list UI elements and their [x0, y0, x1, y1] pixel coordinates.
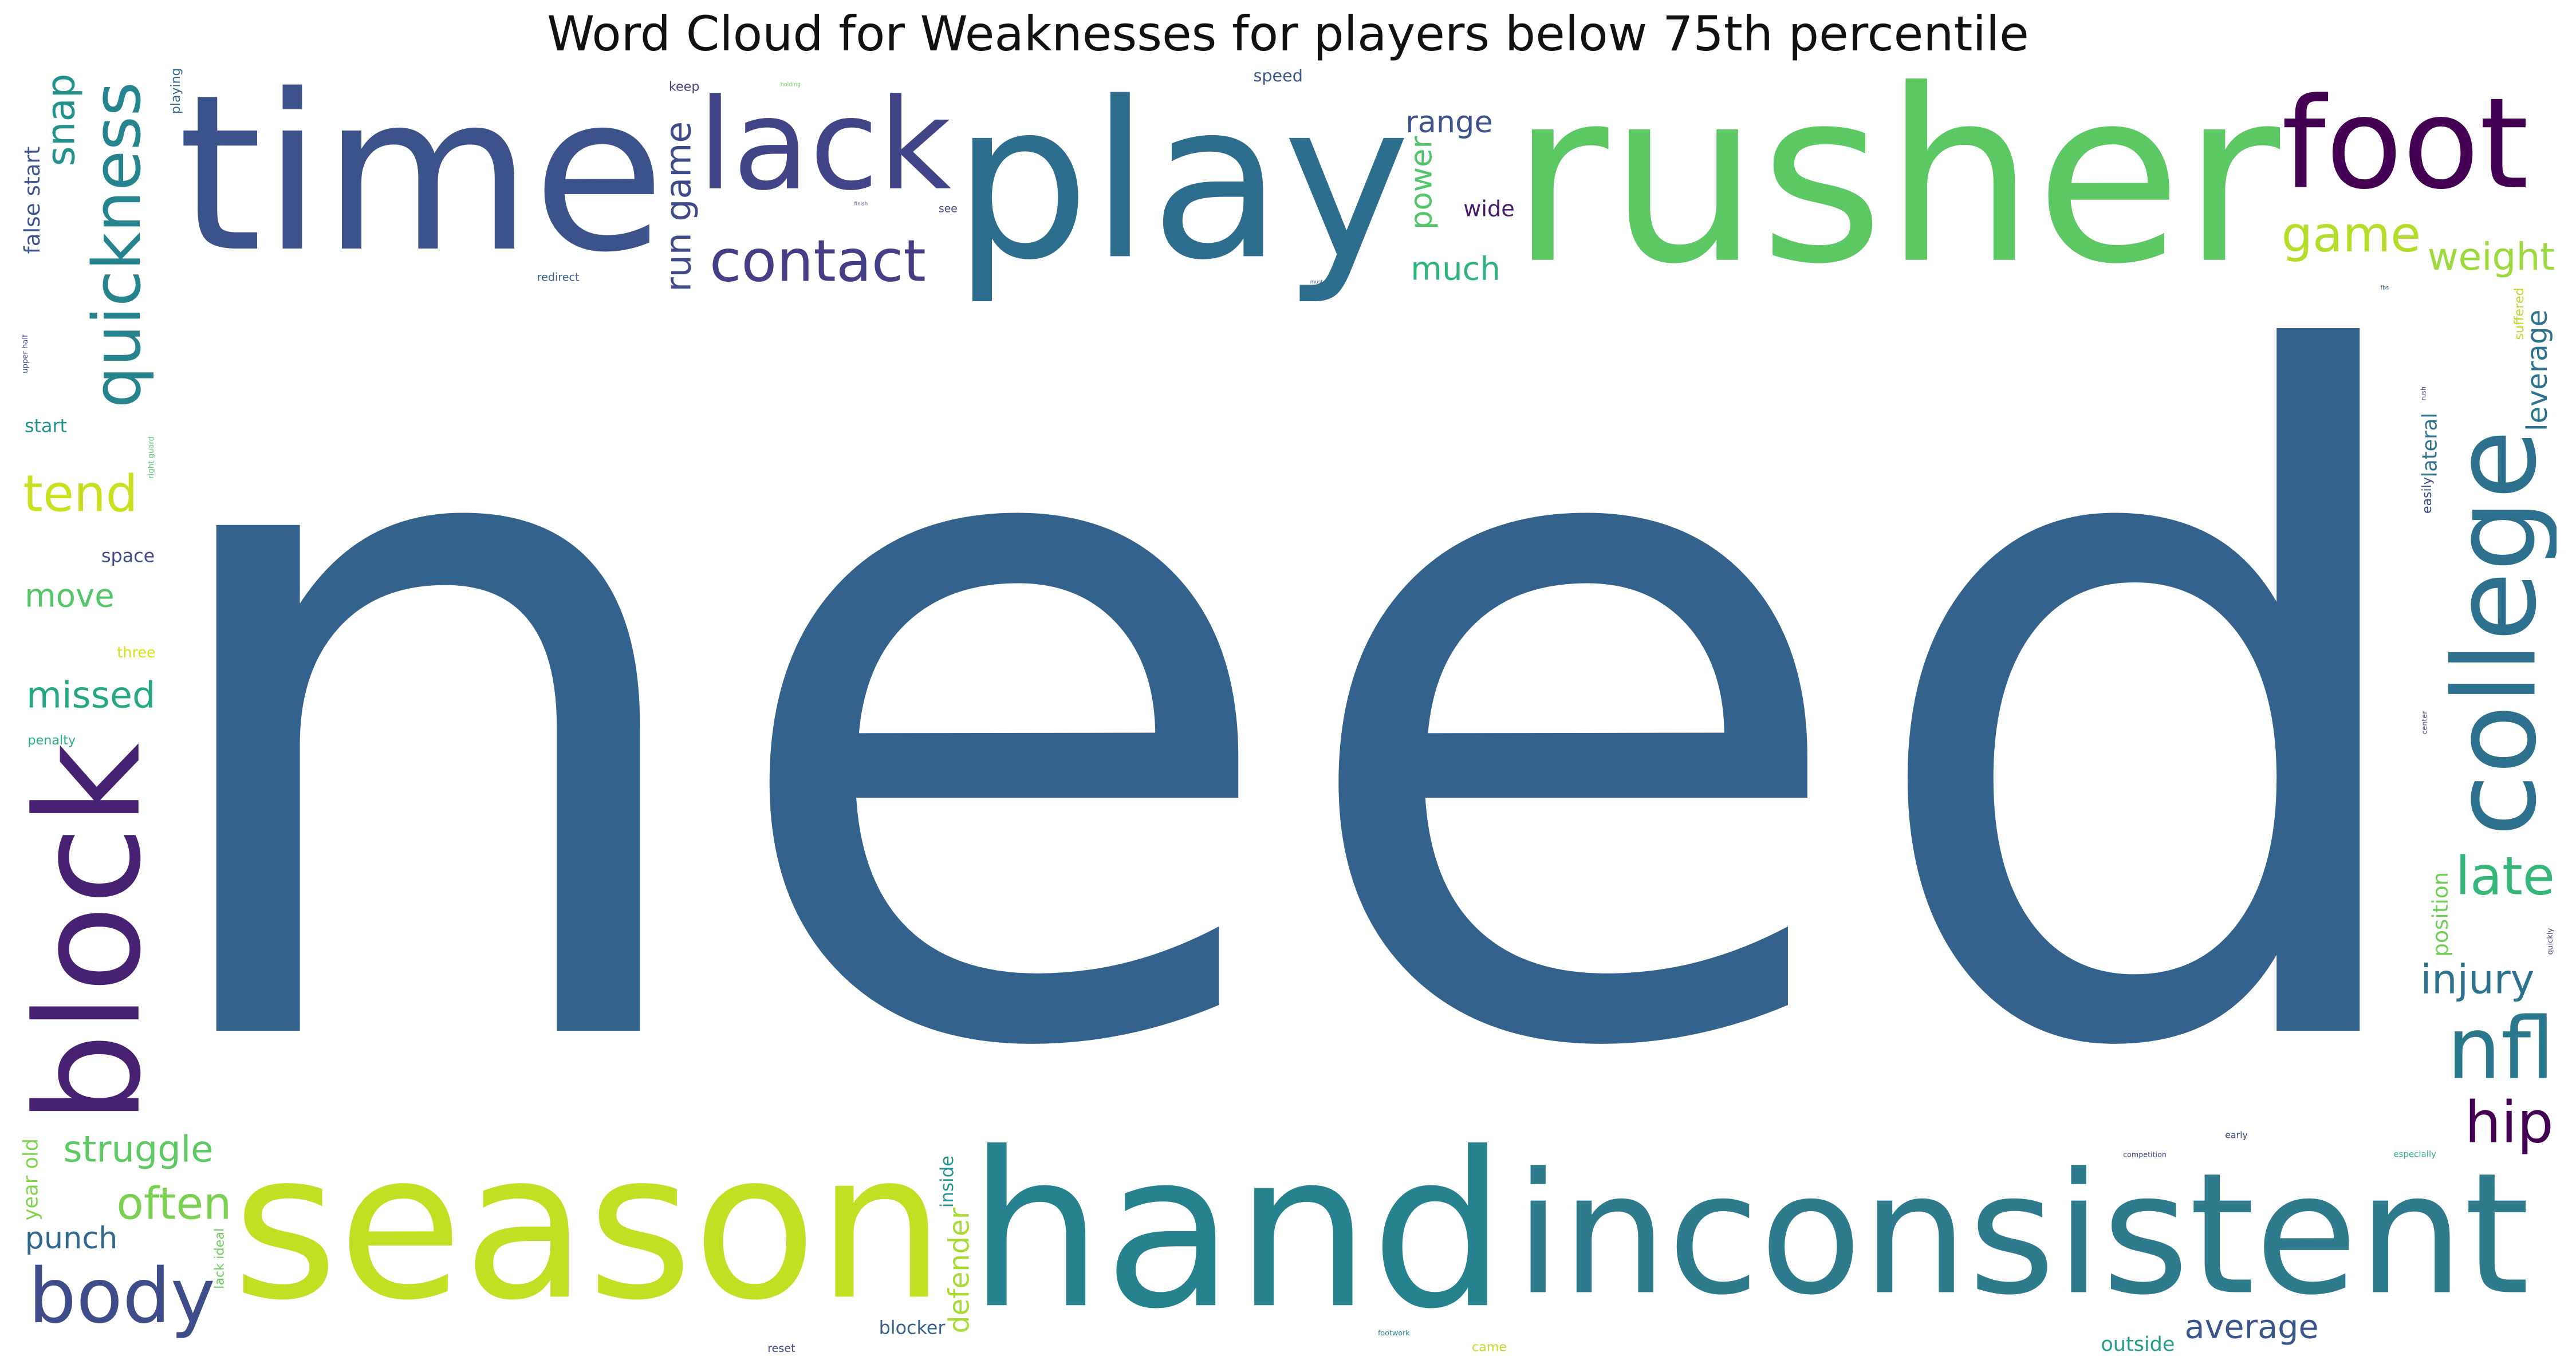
- word-run-game: run game: [658, 121, 699, 292]
- word-competition: competition: [2123, 1150, 2167, 1159]
- word-contact: contact: [710, 227, 926, 295]
- word-play: play: [953, 65, 1411, 308]
- word-must: must: [1310, 279, 1324, 285]
- word-hip: hip: [2465, 1089, 2554, 1156]
- word-time: time: [178, 65, 665, 299]
- word-college: college: [2429, 429, 2557, 837]
- word-block: block: [19, 743, 173, 1124]
- word-finish: finish: [854, 202, 868, 207]
- word-outside: outside: [2101, 1333, 2175, 1356]
- word-rusher: rusher: [1510, 65, 2282, 317]
- word-early: early: [2225, 1129, 2248, 1140]
- word-keep: keep: [669, 80, 700, 94]
- word-weight: weight: [2428, 235, 2555, 279]
- word-especially: especially: [2393, 1149, 2436, 1160]
- word-snap: snap: [39, 74, 84, 167]
- word-rush: rush: [2420, 387, 2428, 401]
- word-defender: defender: [944, 1208, 976, 1333]
- word-game: game: [2282, 206, 2421, 263]
- word-footwork: footwork: [1378, 1329, 1410, 1337]
- word-came: came: [1472, 1340, 1507, 1355]
- word-leverage: leverage: [2522, 309, 2554, 431]
- word-reset: reset: [767, 1342, 795, 1355]
- word-late: late: [2456, 846, 2555, 907]
- word-easily: easily: [2420, 477, 2435, 514]
- word-foot: foot: [2282, 70, 2529, 217]
- word-space: space: [101, 546, 155, 567]
- word-start: start: [25, 415, 67, 436]
- word-redirect: redirect: [537, 271, 580, 284]
- word-lack: lack: [698, 72, 951, 218]
- word-tend: tend: [23, 464, 137, 523]
- word-season: season: [233, 1108, 946, 1345]
- word-center: center: [2420, 711, 2429, 735]
- word-much: much: [1411, 250, 1500, 287]
- word-cloud: need hand play inconsistent rusher season time…: [19, 65, 2557, 1356]
- word-wide: wide: [1463, 196, 1515, 222]
- word-playing: playing: [169, 68, 183, 114]
- word-need: need: [132, 172, 2444, 1249]
- word-power: power: [1404, 136, 1439, 229]
- word-nfl: nfl: [2447, 1000, 2555, 1099]
- word-position: position: [2428, 872, 2453, 957]
- word-quickly: quickly: [2546, 928, 2555, 955]
- word-three: three: [117, 644, 155, 661]
- word-range: range: [1405, 105, 1492, 140]
- word-upper-half: upper half: [21, 334, 30, 373]
- word-inside: inside: [937, 1156, 958, 1208]
- word-average: average: [2185, 1308, 2319, 1346]
- word-right-guard: right guard: [147, 436, 156, 479]
- word-see: see: [939, 203, 958, 215]
- word-fbs: fbs: [2381, 285, 2389, 291]
- word-penalty: penalty: [27, 733, 76, 748]
- word-struggle: struggle: [63, 1128, 213, 1170]
- word-holding: holding: [781, 82, 801, 88]
- chart-title: Word Cloud for Weaknesses for players be…: [547, 6, 2029, 62]
- word-punch: punch: [25, 1221, 118, 1256]
- word-inconsistent: inconsistent: [1515, 1137, 2530, 1332]
- word-quickness: quickness: [80, 82, 156, 408]
- word-body: body: [28, 1252, 215, 1341]
- word-missed: missed: [26, 673, 155, 716]
- word-lateral: lateral: [2418, 413, 2441, 478]
- word-often: often: [116, 1178, 231, 1230]
- word-year-old: year old: [19, 1138, 43, 1220]
- word-injury: injury: [2420, 956, 2534, 1003]
- word-lack-ideal: lack ideal: [212, 1228, 227, 1289]
- word-speed: speed: [1254, 66, 1303, 85]
- word-move: move: [25, 577, 115, 614]
- word-hand: hand: [968, 1107, 1507, 1356]
- word-blocker: blocker: [879, 1318, 946, 1339]
- word-suffered: suffered: [2512, 287, 2527, 340]
- word-false-start: false start: [19, 146, 45, 254]
